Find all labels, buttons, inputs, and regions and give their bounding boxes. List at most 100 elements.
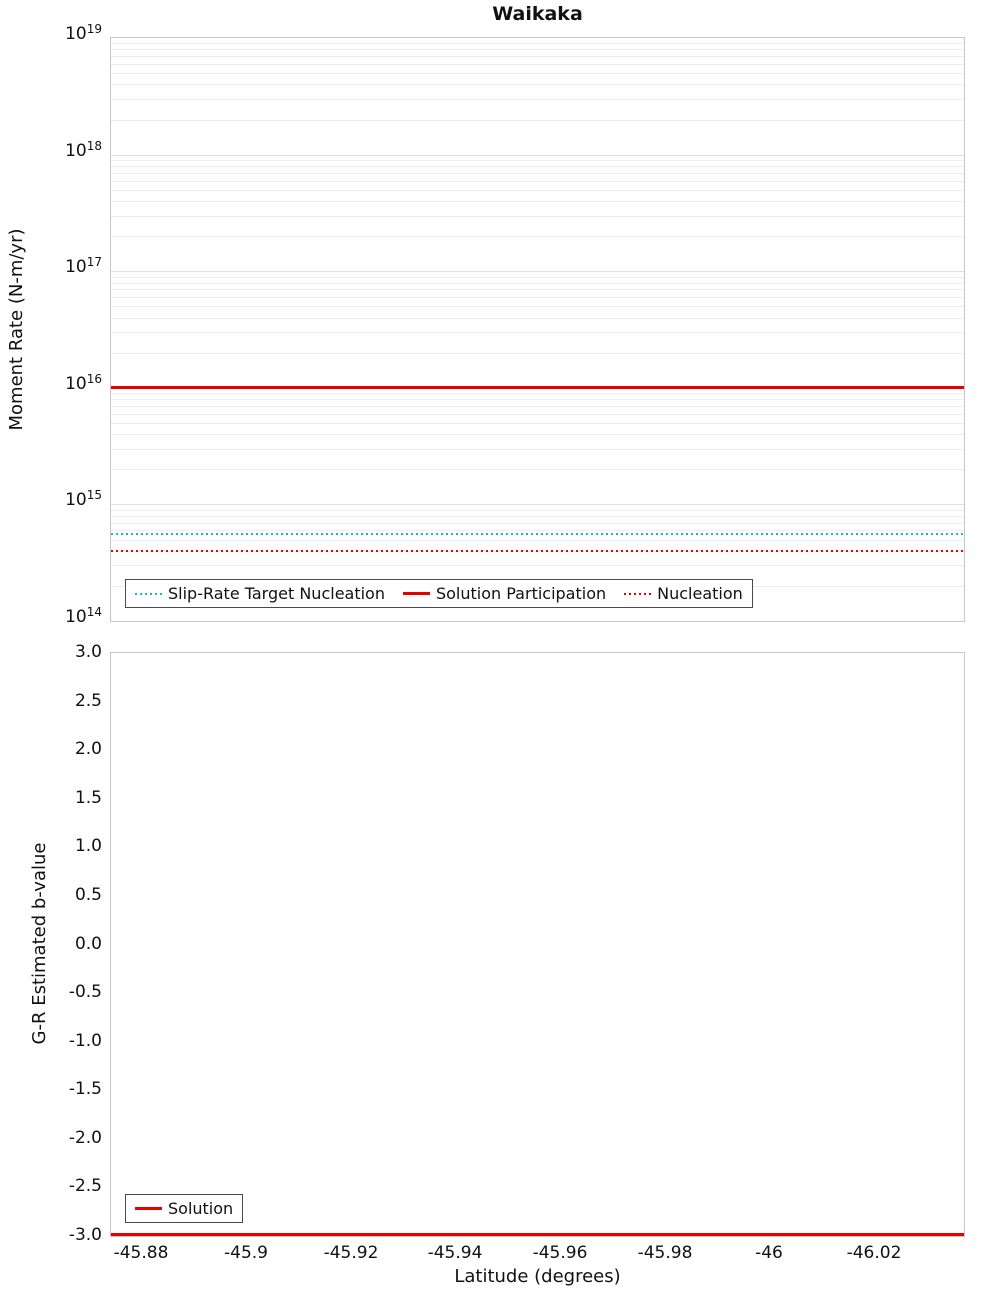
x-tick-label-45-96: -45.96 bbox=[532, 1243, 588, 1263]
y-tick-label-0-5: 0.5 bbox=[74, 885, 102, 905]
y-tick-label-1-0: -1.0 bbox=[68, 1031, 102, 1051]
minor-gridline bbox=[111, 509, 964, 511]
minor-gridline bbox=[111, 539, 964, 541]
tick-mantissa: 10 bbox=[65, 24, 87, 44]
legend-item-slip-rate-target-nucleation: Slip-Rate Target Nucleation bbox=[135, 584, 385, 603]
y-tick-label-1-5: -1.5 bbox=[68, 1079, 102, 1099]
minor-gridline bbox=[111, 56, 964, 58]
major-gridline bbox=[111, 387, 964, 389]
y-tick-label-2-5: 2.5 bbox=[74, 691, 102, 711]
major-gridline bbox=[111, 154, 964, 156]
minor-gridline bbox=[111, 276, 964, 278]
tick-exponent: 18 bbox=[86, 139, 102, 153]
minor-gridline bbox=[111, 49, 964, 51]
tick-exponent: 15 bbox=[86, 488, 102, 502]
chart-title: Waikaka bbox=[492, 3, 583, 25]
minor-gridline bbox=[111, 43, 964, 45]
legend-item-nucleation: Nucleation bbox=[624, 584, 743, 603]
y-tick-label-2-0: -2.0 bbox=[68, 1128, 102, 1148]
minor-gridline bbox=[111, 393, 964, 395]
legend-label: Solution bbox=[168, 1199, 234, 1218]
x-tick-label-46-02: -46.02 bbox=[846, 1243, 902, 1263]
legend-label: Nucleation bbox=[657, 584, 743, 603]
legend-item-solution: Solution bbox=[135, 1199, 233, 1218]
minor-gridline bbox=[111, 215, 964, 217]
series-line-nucleation bbox=[111, 550, 964, 552]
y-tick-label-1e18: 1018 bbox=[54, 139, 102, 161]
x-tick-label-45-9: -45.9 bbox=[224, 1243, 268, 1263]
minor-gridline bbox=[111, 522, 964, 524]
minor-gridline bbox=[111, 159, 964, 161]
y-tick-label-2-0: 2.0 bbox=[74, 739, 102, 759]
minor-gridline bbox=[111, 306, 964, 308]
minor-gridline bbox=[111, 201, 964, 202]
moment-rate-axis-label: Moment Rate (N-m/yr) bbox=[6, 228, 27, 431]
minor-gridline bbox=[111, 405, 964, 407]
series-line-solution bbox=[111, 1233, 964, 1236]
y-tick-label-1e15: 1015 bbox=[54, 488, 102, 510]
series-line-slip-rate-target-nucleation bbox=[111, 533, 964, 535]
minor-gridline bbox=[111, 448, 964, 450]
y-tick-label-0-5: -0.5 bbox=[68, 982, 102, 1002]
minor-gridline bbox=[111, 434, 964, 436]
minor-gridline bbox=[111, 565, 964, 567]
legend-line-sample bbox=[135, 1207, 162, 1210]
legend-item-solution-participation: Solution Participation bbox=[402, 584, 607, 603]
minor-gridline bbox=[111, 515, 964, 517]
y-tick-label-1-5: 1.5 bbox=[74, 788, 102, 808]
minor-gridline bbox=[111, 63, 964, 65]
y-tick-label-1e19: 1019 bbox=[54, 22, 102, 44]
minor-gridline bbox=[111, 99, 964, 100]
y-tick-label-1-0: 1.0 bbox=[74, 836, 102, 856]
minor-gridline bbox=[111, 550, 964, 552]
series-line-solution-participation bbox=[111, 386, 964, 389]
minor-gridline bbox=[111, 399, 964, 401]
legend-label: Slip-Rate Target Nucleation bbox=[168, 584, 385, 603]
x-tick-label-45-88: -45.88 bbox=[113, 1243, 169, 1263]
minor-gridline bbox=[111, 119, 964, 121]
x-tick-label-45-98: -45.98 bbox=[637, 1243, 693, 1263]
minor-gridline bbox=[111, 530, 964, 532]
y-tick-label-3-0: -3.0 bbox=[68, 1225, 102, 1245]
minor-gridline bbox=[111, 469, 964, 471]
legend-line-sample bbox=[624, 592, 652, 595]
minor-gridline bbox=[111, 332, 964, 334]
minor-gridline bbox=[111, 297, 964, 299]
x-axis-label: Latitude (degrees) bbox=[454, 1266, 621, 1287]
y-tick-label-1e14: 1014 bbox=[54, 606, 102, 627]
legend-line-sample bbox=[402, 592, 430, 595]
tick-mantissa: 10 bbox=[65, 141, 87, 161]
minor-gridline bbox=[111, 317, 964, 319]
major-gridline bbox=[111, 271, 964, 273]
minor-gridline bbox=[111, 289, 964, 291]
y-tick-label-1e17: 1017 bbox=[54, 255, 102, 277]
tick-exponent: 19 bbox=[86, 22, 102, 36]
y-tick-label-0-0: 0.0 bbox=[74, 934, 102, 954]
legend: Slip-Rate Target Nucleation Solution Part… bbox=[125, 579, 753, 608]
tick-mantissa: 10 bbox=[65, 374, 87, 394]
tick-exponent: 17 bbox=[86, 255, 102, 269]
minor-gridline bbox=[111, 422, 964, 424]
minor-gridline bbox=[111, 84, 964, 86]
minor-gridline bbox=[111, 352, 964, 354]
y-tick-label-3-0: 3.0 bbox=[74, 642, 102, 662]
tick-exponent: 16 bbox=[86, 372, 102, 386]
y-tick-label-1e16: 1016 bbox=[54, 372, 102, 394]
legend-label: Solution Participation bbox=[435, 584, 607, 603]
tick-mantissa: 10 bbox=[65, 257, 87, 277]
minor-gridline bbox=[111, 73, 964, 75]
y-tick-label-2-5: -2.5 bbox=[68, 1176, 102, 1196]
minor-gridline bbox=[111, 413, 964, 415]
legend: Solution bbox=[125, 1194, 244, 1223]
x-tick-label-45-92: -45.92 bbox=[323, 1243, 379, 1263]
minor-gridline bbox=[111, 189, 964, 191]
minor-gridline bbox=[111, 282, 964, 284]
legend-line-sample bbox=[135, 592, 162, 595]
minor-gridline bbox=[111, 172, 964, 174]
x-tick-label-46: -46 bbox=[755, 1243, 783, 1263]
x-tick-label-45-94: -45.94 bbox=[427, 1243, 483, 1263]
minor-gridline bbox=[111, 236, 964, 238]
b-value-plot-area: Solution bbox=[110, 652, 965, 1237]
major-gridline bbox=[111, 504, 964, 506]
